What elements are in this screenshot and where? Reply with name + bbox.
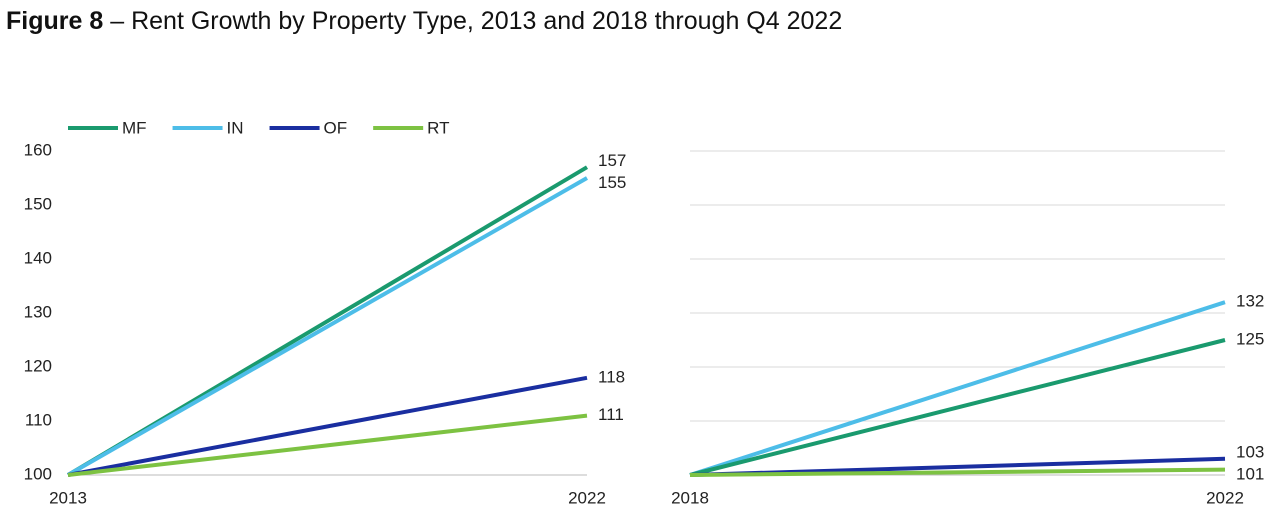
y-tick-label: 140 bbox=[24, 248, 52, 267]
x-tick-label: 2022 bbox=[568, 488, 606, 507]
legend-label: RT bbox=[427, 118, 449, 137]
line bbox=[67, 413, 588, 477]
figure-label: Figure 8 bbox=[6, 7, 103, 35]
y-tick-label: 130 bbox=[24, 302, 52, 321]
chart-title: – Rent Growth by Property Type, 2013 and… bbox=[110, 7, 842, 35]
y-tick-label: 160 bbox=[24, 140, 52, 159]
legend-label: MF bbox=[122, 118, 147, 137]
y-tick-label: 110 bbox=[25, 410, 52, 429]
legend-label: IN bbox=[227, 118, 244, 137]
line bbox=[67, 375, 588, 477]
y-tick-label: 120 bbox=[24, 356, 52, 375]
data-label: 132 bbox=[1236, 292, 1264, 311]
x-tick-label: 2022 bbox=[1206, 488, 1244, 507]
line bbox=[689, 300, 1226, 477]
x-tick-label: 2018 bbox=[671, 488, 709, 507]
data-label: 157 bbox=[598, 151, 626, 170]
title: Figure 8– Rent Growth by Property Type, … bbox=[6, 7, 842, 35]
data-label: 101 bbox=[1236, 465, 1264, 484]
line bbox=[689, 467, 1226, 477]
data-label: 103 bbox=[1236, 443, 1264, 462]
x-tick-label: 2013 bbox=[49, 488, 87, 507]
y-tick-label: 100 bbox=[24, 464, 52, 483]
data-label: 118 bbox=[598, 367, 625, 386]
y-tick-label: 150 bbox=[24, 194, 52, 213]
data-label: 111 bbox=[598, 405, 624, 424]
legend-label: OF bbox=[324, 118, 348, 137]
line bbox=[689, 338, 1226, 477]
data-label: 125 bbox=[1236, 329, 1264, 348]
data-label: 155 bbox=[598, 173, 626, 192]
line bbox=[67, 176, 588, 477]
